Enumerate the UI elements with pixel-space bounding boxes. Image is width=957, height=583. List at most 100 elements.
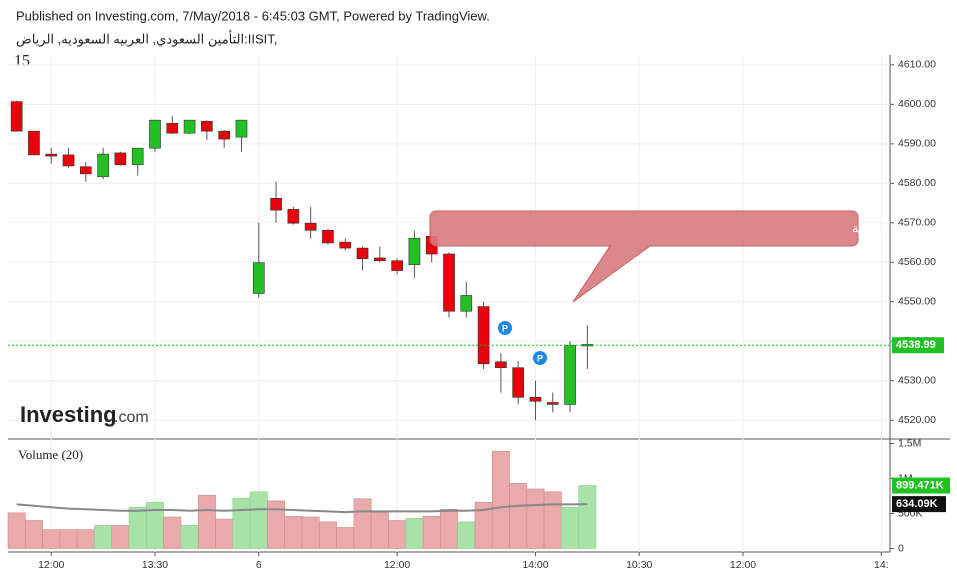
candle-body (270, 198, 282, 211)
candle-body (322, 230, 334, 244)
marks: 4538.99 899.471K 634.09K (7, 100, 950, 549)
candle-body (391, 260, 403, 271)
candle-body (201, 121, 213, 132)
candle-body (581, 344, 594, 347)
candle-body (131, 147, 144, 166)
x-tick-label: 12:00 (38, 559, 64, 571)
x-tick-label: 14:00 (522, 559, 548, 571)
y-tick-label: 4590.00 (898, 138, 936, 150)
x-tick-label: 13:30 (142, 559, 168, 571)
volume-title: Volume (20) (18, 447, 83, 462)
last-volume-label: 899.471K (896, 479, 944, 491)
volume-bar (42, 529, 61, 549)
volume-bar (422, 515, 441, 549)
volume-bar (491, 450, 510, 549)
volume-bar (370, 512, 389, 549)
last-volume-box (892, 477, 950, 494)
y-tick-label: 4520.00 (898, 414, 936, 426)
logo-brand: Investing (20, 402, 117, 427)
p-icon: P (498, 321, 512, 335)
candle-body (114, 152, 127, 166)
published-note: Published on Investing.com, 7/May/2018 -… (16, 8, 490, 23)
volume-ma (16, 503, 588, 514)
candle-body (529, 397, 542, 402)
volume-bar (318, 521, 337, 549)
y-tick-label: 4560.00 (898, 256, 936, 268)
candle-body (79, 166, 92, 175)
p-icon: P (533, 351, 547, 365)
annotation-bubble (429, 210, 859, 303)
y-tick-label: 4580.00 (898, 177, 936, 189)
candle-body (166, 123, 179, 134)
volume-bar (457, 521, 476, 549)
symbol: التأمين السعودي, العربيه السعوديه, الريا… (16, 29, 277, 47)
last-price-label: 4538.99 (896, 339, 936, 351)
volume-bar (76, 529, 95, 549)
volume-bar (24, 520, 43, 549)
volume-bar (509, 483, 528, 549)
candle-body (408, 237, 421, 265)
volume-bar (388, 520, 407, 549)
volume-bar (197, 494, 216, 549)
volume-bar (561, 506, 580, 549)
y-tick-label: 0 (898, 542, 904, 554)
candle-body (218, 130, 231, 140)
last-price-box (892, 337, 944, 354)
y-tick-label: 4610.00 (898, 59, 936, 71)
candle-body (356, 247, 369, 260)
candle-body (460, 295, 473, 312)
candle-body (183, 119, 196, 134)
annotation: قطاع التامين على فاصل الزمنى الساعة ظهرت… (429, 210, 957, 303)
volume-bar (59, 529, 78, 549)
candle-body (339, 241, 352, 249)
volume-bar (405, 518, 424, 549)
candle-body (62, 154, 75, 167)
volume-bar (180, 525, 199, 549)
candle-body (546, 402, 559, 405)
candle-body (97, 153, 109, 177)
volume-bar (267, 500, 286, 549)
candle-body (373, 257, 386, 262)
volume-bar (301, 516, 320, 549)
candle-body (45, 153, 58, 157)
x-tick-label: 6 (256, 559, 262, 571)
volume-bar (353, 498, 372, 549)
candle-body (477, 306, 490, 365)
candle-body (564, 344, 576, 405)
interval: 15 (14, 53, 30, 70)
candle-body (10, 101, 23, 132)
x-tick-label: 14: (874, 559, 889, 571)
logo-suffix: .com (114, 409, 149, 426)
last-ma-label: 634.09K (896, 498, 938, 510)
candle-body (304, 222, 317, 231)
volume-bar (232, 497, 251, 549)
volume-bar (440, 508, 458, 549)
x-tick-label: 12:00 (384, 559, 410, 571)
y-tick-label: 1.5M (898, 437, 921, 449)
y-tick-label: 4550.00 (898, 296, 936, 308)
volume-bar (543, 491, 562, 549)
volume-bar (111, 525, 130, 549)
last-ma-box (892, 496, 946, 513)
y-tick-label: 4600.00 (898, 98, 936, 110)
candle-body (512, 367, 525, 398)
x-tick-label: 12:00 (730, 559, 756, 571)
volume-bar (7, 512, 26, 549)
volume-bar (94, 525, 113, 549)
volume-bar (526, 488, 545, 549)
volume-bar (284, 515, 303, 549)
candle-body (235, 119, 248, 138)
candle-body (149, 119, 161, 149)
candle-body (252, 262, 265, 294)
y-tick-label: 4570.00 (898, 217, 936, 229)
candle-body (287, 209, 300, 224)
volume-bar (128, 506, 147, 549)
candle-body (495, 361, 507, 369)
annotation-text: قطاع التامين على فاصل الزمنى الساعة ظهرت… (852, 220, 957, 236)
volume-bar (249, 491, 268, 549)
candle-body (443, 253, 455, 312)
y-tick-label: 4530.00 (898, 375, 936, 387)
volume-bar (163, 516, 182, 549)
